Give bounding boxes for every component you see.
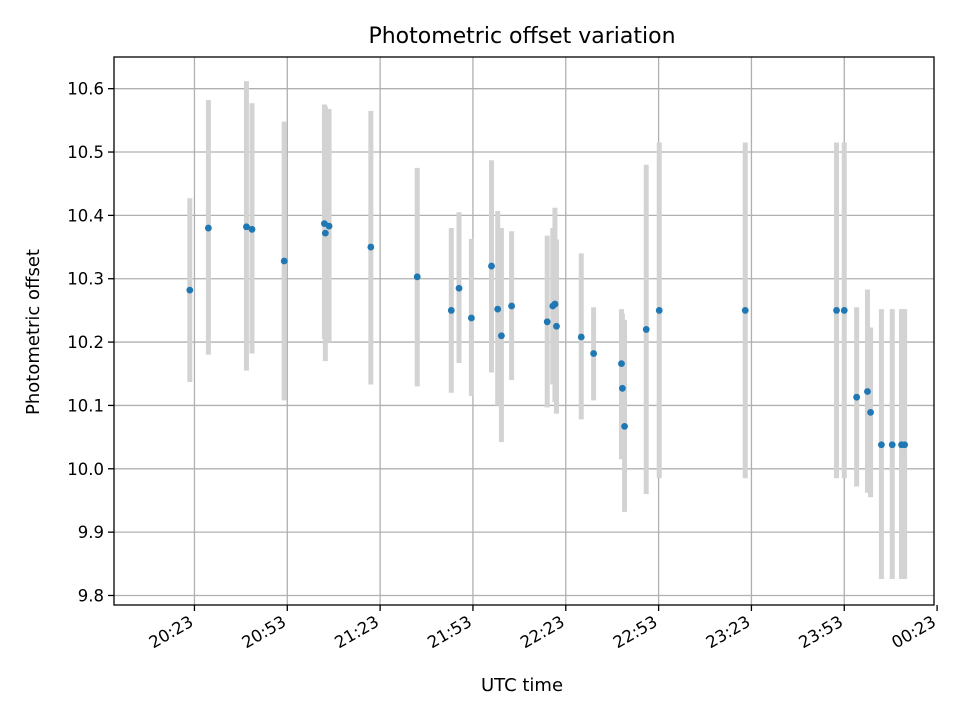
x-tick-label: 21:23 (331, 612, 382, 652)
error-bars (187, 81, 908, 580)
data-point (619, 384, 626, 392)
data-point (840, 307, 848, 314)
data-point (494, 305, 502, 313)
data-point (367, 243, 375, 251)
y-tick-label: 9.9 (78, 523, 104, 542)
data-point (901, 441, 909, 449)
data-point (741, 307, 749, 314)
data-point (877, 441, 885, 449)
y-tick-label: 10.5 (67, 143, 104, 162)
data-point (888, 441, 896, 449)
y-tick-label: 10.1 (67, 396, 104, 415)
x-axis-label: UTC time (481, 675, 563, 696)
x-tick-label: 23:53 (796, 612, 847, 652)
y-tick-label: 10.3 (67, 270, 104, 289)
grid-lines (114, 57, 934, 605)
x-tick-label: 21:53 (424, 612, 475, 652)
data-point (621, 422, 628, 430)
y-tick-label: 10.4 (67, 206, 104, 225)
data-point (498, 332, 505, 340)
y-tick-label: 9.8 (78, 586, 104, 605)
data-point (243, 223, 250, 231)
x-tick-label: 00:23 (888, 612, 939, 652)
data-point (553, 322, 560, 330)
data-point (867, 409, 874, 416)
data-point (186, 286, 194, 294)
data-point (642, 326, 650, 333)
y-tick-label: 10.0 (67, 460, 104, 479)
data-points (186, 220, 909, 449)
data-point (618, 360, 625, 368)
x-tick-label: 22:23 (517, 612, 568, 652)
data-point (864, 388, 871, 395)
data-point (853, 393, 861, 401)
y-tick-label: 10.2 (67, 333, 104, 352)
y-tick-label: 10.6 (67, 80, 104, 99)
data-point (543, 318, 551, 326)
y-axis-label: Photometric offset (23, 249, 44, 415)
data-point (488, 262, 495, 270)
x-tick-label: 20:53 (239, 612, 290, 652)
x-tick-label: 22:53 (610, 612, 661, 652)
data-point (447, 307, 455, 314)
data-point (655, 307, 663, 314)
data-point (455, 284, 463, 292)
data-point (280, 257, 288, 265)
data-point (325, 222, 333, 230)
data-point (248, 225, 256, 233)
data-point (321, 229, 329, 237)
data-point (577, 333, 585, 341)
chart-title: Photometric offset variation (368, 24, 675, 49)
data-point (833, 307, 840, 314)
plot-frame (113, 56, 935, 606)
data-point (413, 273, 421, 281)
data-point (508, 302, 516, 310)
data-point (551, 300, 559, 308)
data-point (590, 350, 598, 357)
data-point (204, 224, 212, 232)
data-point (467, 314, 475, 322)
x-tick-label: 23:23 (703, 612, 754, 652)
x-tick-label: 20:23 (146, 612, 197, 652)
